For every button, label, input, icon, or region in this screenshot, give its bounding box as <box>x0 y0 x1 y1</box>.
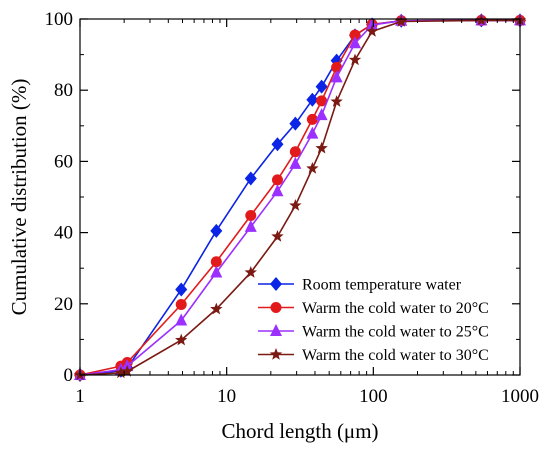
series-2 <box>74 14 526 381</box>
x-tick-label: 1000 <box>501 386 539 407</box>
legend-entry: Room temperature water <box>258 277 462 294</box>
y-tick-label: 60 <box>54 151 73 172</box>
legend-entry: Warm the cold water to 30°C <box>258 347 489 364</box>
data-point <box>271 230 284 242</box>
data-point <box>330 70 343 83</box>
legend-label: Warm the cold water to 30°C <box>302 347 489 364</box>
data-point <box>365 24 379 37</box>
data-point <box>306 126 319 139</box>
y-tick-label: 100 <box>45 9 74 30</box>
y-axis-label: Cumulative distribution (%) <box>7 79 31 316</box>
legend-entry: Warm the cold water to 25°C <box>258 324 489 341</box>
data-point <box>244 219 257 232</box>
y-tick-label: 40 <box>54 223 73 244</box>
legend-label: Room temperature water <box>302 277 462 294</box>
data-point <box>210 256 222 268</box>
data-point <box>475 13 488 26</box>
series-line <box>79 19 520 376</box>
data-point <box>210 265 223 278</box>
data-point <box>349 29 361 41</box>
series-line <box>79 19 520 376</box>
legend-marker <box>270 277 282 291</box>
data-point <box>175 313 188 326</box>
data-point <box>306 113 318 125</box>
data-point <box>271 184 284 197</box>
x-tick-label: 10 <box>217 386 236 407</box>
legend: Room temperature water Warm the cold wate… <box>258 277 489 364</box>
legend-entry: Warm the cold water to 20°C <box>258 300 489 317</box>
data-point <box>271 174 283 186</box>
data-point <box>175 282 188 297</box>
data-point <box>289 116 302 131</box>
y-tick-label: 20 <box>54 294 73 315</box>
data-point <box>315 141 328 154</box>
data-point <box>244 171 257 186</box>
data-point <box>316 95 328 107</box>
legend-marker <box>270 302 282 313</box>
x-tick-label: 1 <box>75 386 85 407</box>
data-point <box>271 137 284 152</box>
data-point <box>366 18 379 31</box>
data-point <box>348 53 362 66</box>
data-point <box>210 223 223 238</box>
data-point <box>349 36 362 49</box>
legend-label: Warm the cold water to 20°C <box>302 300 489 317</box>
data-point <box>331 61 343 73</box>
x-tick-label: 100 <box>359 386 388 407</box>
data-point <box>245 210 257 222</box>
legend-label: Warm the cold water to 25°C <box>302 324 489 341</box>
series-3 <box>74 13 526 380</box>
data-point <box>306 92 319 107</box>
data-point <box>175 333 188 346</box>
y-tick-label: 80 <box>54 80 73 101</box>
data-point <box>175 299 187 311</box>
y-tick-label: 0 <box>64 365 74 386</box>
series-line <box>79 19 520 376</box>
data-point <box>289 156 302 169</box>
legend-marker <box>269 348 283 360</box>
data-point <box>210 302 223 315</box>
x-axis-label: Chord length (μm) <box>221 419 378 443</box>
data-point <box>315 79 328 94</box>
data-point <box>289 146 301 158</box>
data-point <box>114 366 128 379</box>
data-point <box>306 162 319 174</box>
data-point <box>395 14 408 27</box>
series-line <box>79 19 520 376</box>
data-point <box>121 364 134 377</box>
legend-marker <box>270 324 282 336</box>
data-point <box>289 199 302 211</box>
data-point <box>244 265 257 278</box>
data-point <box>330 95 343 107</box>
data-point <box>315 108 328 121</box>
axes: 1 10 100 1000 0 20 40 60 80 100 <box>45 9 540 407</box>
